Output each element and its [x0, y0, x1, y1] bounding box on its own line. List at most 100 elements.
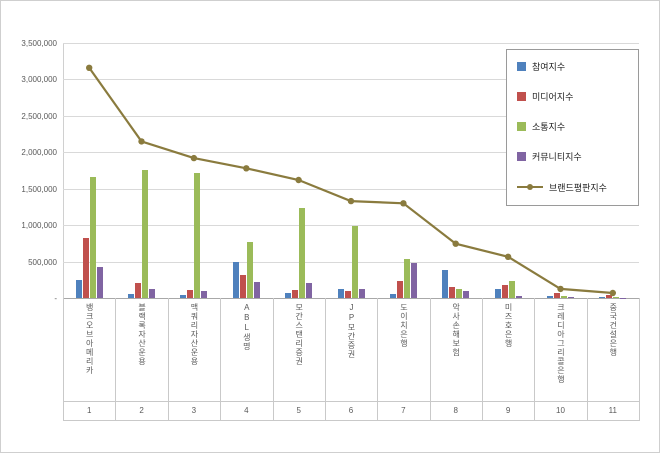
- x-axis-rule: [63, 401, 639, 402]
- bar-segment: [410, 263, 417, 298]
- category-divider: [481, 298, 483, 421]
- x-axis-rank: 1: [86, 406, 92, 415]
- bar-segment: [142, 169, 148, 298]
- plot-area: [63, 43, 639, 299]
- x-axis-label-cell: 도이치은행: [377, 303, 429, 399]
- bar-segment: [389, 293, 396, 298]
- line-marker: [86, 64, 93, 71]
- y-axis-tick-label: 2,500,000: [21, 111, 57, 121]
- bar-segment: [456, 288, 463, 298]
- y-axis-line: [63, 43, 64, 298]
- bar-segment: [554, 293, 560, 298]
- y-axis-tick-label: 3,500,000: [21, 39, 57, 48]
- x-axis-rule: [63, 420, 639, 421]
- x-axis-label-cell: 뱅크오브아메리카: [63, 303, 115, 399]
- bar-segment: [613, 297, 620, 298]
- x-axis-label-cell: 악사손해보험: [430, 303, 482, 399]
- x-axis-label-cell: JP모간증권: [325, 303, 377, 399]
- brand-index-line-series: [86, 64, 616, 297]
- bar-segment: [246, 241, 253, 298]
- bar-segment: [494, 288, 501, 298]
- x-axis-label: 블랙록자산운용: [137, 303, 147, 366]
- gridline: [63, 152, 639, 154]
- bar-segment: [599, 296, 606, 298]
- bar-segment: [194, 172, 201, 298]
- legend-swatch-icon: [517, 61, 526, 71]
- bar-segment: [337, 288, 344, 298]
- x-axis-label: 모간스탠리증권: [294, 303, 304, 366]
- line-marker: [190, 154, 198, 162]
- line-marker: [243, 165, 250, 172]
- x-axis-rank: 6: [348, 406, 354, 415]
- category-divider: [63, 298, 64, 421]
- bar-segment: [239, 275, 246, 298]
- x-axis-label: 악사손해보험: [451, 303, 461, 357]
- category-divider: [639, 298, 640, 421]
- bar-segment: [149, 289, 155, 298]
- bar-segment: [463, 291, 470, 298]
- x-axis-label-cell: 미즈호은행: [482, 303, 534, 399]
- bar-segment: [82, 238, 89, 298]
- gridline: [63, 225, 639, 227]
- category-divider: [324, 298, 326, 421]
- category-divider: [220, 298, 222, 421]
- bar-segment: [442, 270, 449, 298]
- legend-item-participation-index: 참여지수: [517, 60, 638, 72]
- x-axis-rank: 11: [608, 406, 617, 415]
- bar-segment: [515, 296, 522, 298]
- x-axis-label-cell: 크레디아그리콜은행: [534, 303, 586, 399]
- legend-item-brand-reputation-index: 브랜드평판지수: [517, 181, 638, 193]
- x-axis-label-cell: 중국건설은행: [587, 303, 639, 399]
- line-marker: [400, 200, 407, 207]
- bar-segment: [253, 282, 260, 298]
- category-divider: [167, 298, 169, 421]
- line-marker: [452, 240, 459, 247]
- x-axis-rank: 9: [505, 406, 511, 415]
- bar-segment: [299, 208, 306, 298]
- y-axis-tick-label: 3,000,000: [21, 75, 57, 85]
- category-divider: [377, 298, 379, 421]
- bar-segment: [306, 282, 313, 298]
- line-marker: [295, 176, 302, 184]
- bar-segment: [285, 292, 292, 298]
- legend: 참여지수 미디어지수 소통지수 커뮤니티지수 브랜드평판지수: [506, 49, 639, 206]
- x-axis-label: 크레디아그리콜은행: [556, 303, 566, 384]
- bar-segment: [403, 259, 410, 298]
- bar-segment: [449, 287, 456, 298]
- line-marker: [609, 289, 616, 297]
- x-axis-rank: 4: [244, 406, 249, 415]
- line-marker: [504, 253, 512, 260]
- x-axis-rank: 2: [139, 406, 144, 415]
- x-axis-rank: 5: [296, 406, 301, 415]
- bar-segment: [180, 295, 187, 298]
- legend-item-community-index: 커뮤니티지수: [517, 151, 638, 163]
- line-marker: [347, 197, 355, 205]
- y-axis-tick-label: 2,000,000: [21, 148, 57, 158]
- legend-label: 소통지수: [532, 122, 566, 132]
- y-axis-tick-label: 1,500,000: [21, 184, 57, 194]
- x-axis-label: 중국건설은행: [608, 303, 618, 357]
- gridline: [63, 43, 639, 44]
- x-axis-rank: 3: [191, 406, 197, 415]
- legend-line-marker-icon: [517, 183, 543, 191]
- legend-label: 커뮤니티지수: [532, 152, 582, 163]
- x-axis-label-cell: ABL생명: [220, 303, 272, 399]
- x-axis-label: ABL생명: [242, 303, 252, 351]
- bar-segment: [351, 225, 358, 298]
- legend-label: 브랜드평판지수: [549, 182, 607, 193]
- legend-label: 참여지수: [532, 61, 566, 72]
- bar-segment: [292, 289, 299, 298]
- legend-swatch-icon: [517, 91, 526, 101]
- x-axis-label: JP모간증권: [346, 303, 356, 359]
- y-axis-tick-label: 500,000: [28, 257, 57, 267]
- x-axis-label-cell: 맥쿼리자산운용: [168, 303, 220, 399]
- x-axis: 뱅크오브아메리카 1 블랙록자산운용 2 맥쿼리자산운용 3 ABL생명 4 모간스탠리증권 5 J…: [63, 298, 640, 421]
- bar-segment: [561, 296, 567, 298]
- line-marker: [557, 285, 564, 293]
- legend-item-communication-index: 소통지수: [517, 121, 638, 133]
- bar-segment: [201, 290, 208, 298]
- bar-segment: [232, 262, 239, 298]
- bar-segment: [508, 281, 515, 298]
- gridline: [63, 261, 639, 263]
